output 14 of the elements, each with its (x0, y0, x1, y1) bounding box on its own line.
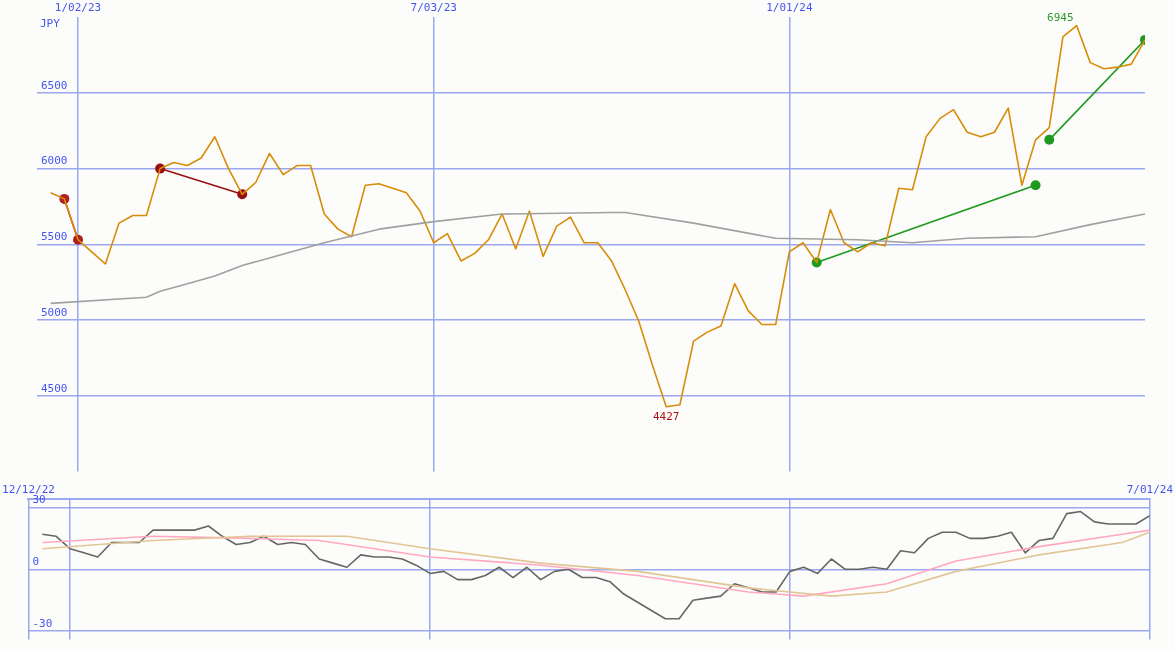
y-tick-label: 5000 (41, 305, 68, 319)
y-axis-title: JPY (40, 16, 61, 30)
x-tick-label: 1/01/24 (766, 1, 813, 15)
y-tick-label: -30 (32, 617, 53, 631)
y-tick-label: 6500 (41, 78, 68, 92)
x-tick-label: 7/01/24 (1126, 483, 1174, 497)
y-tick-label: 5500 (41, 230, 68, 244)
y-tick-label: 6000 (41, 154, 68, 168)
data-label: 4427 (652, 410, 680, 424)
x-tick-label: 1/02/23 (54, 1, 102, 15)
x-tick-label: 7/03/23 (410, 1, 457, 15)
data-label: 6945 (1047, 10, 1074, 24)
y-tick-label: 0 (32, 555, 40, 569)
y-tick-label: 4500 (41, 381, 68, 395)
